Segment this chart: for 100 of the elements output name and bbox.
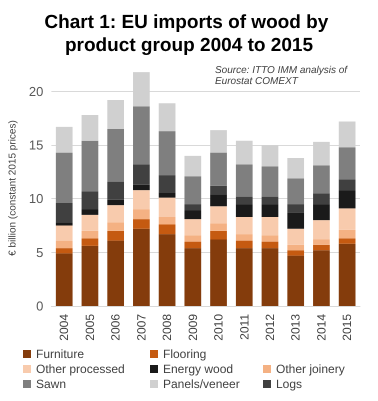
bar (287, 256, 304, 306)
legend-label: Furniture (36, 347, 84, 361)
x-tick-label: 2007 (134, 314, 148, 341)
y-axis-title: € billion (constant 2015 prices) (8, 120, 18, 256)
bar (158, 224, 176, 234)
bar (262, 242, 278, 248)
annotation: Source: ITTO IMM analysis of Eurostat COMEXT (215, 65, 350, 87)
bar (107, 240, 124, 306)
legend-label: Other processed (36, 362, 125, 376)
y-tick-label: 15 (28, 138, 44, 153)
bar (287, 228, 304, 245)
bar (184, 248, 202, 306)
bar (56, 253, 73, 306)
bar (262, 235, 278, 242)
bar (56, 203, 73, 222)
x-tick-label: 2006 (108, 314, 123, 341)
bar (133, 184, 150, 190)
bar (338, 230, 356, 238)
bar (287, 244, 304, 250)
x-tick-label: 2005 (82, 314, 97, 341)
bar (107, 100, 124, 129)
bar (338, 208, 356, 230)
bar (236, 204, 253, 217)
bar (262, 166, 278, 197)
bar (82, 238, 98, 246)
bar (236, 216, 253, 234)
bar (133, 209, 150, 220)
bar (82, 209, 98, 215)
bar (338, 238, 356, 244)
bar (82, 115, 98, 141)
bar (56, 222, 73, 226)
x-tick-label: 2013 (288, 314, 303, 341)
bar (338, 147, 356, 180)
bar (158, 175, 176, 192)
bar (107, 205, 124, 222)
bar (262, 204, 278, 217)
bar (210, 230, 227, 240)
bar (184, 210, 202, 220)
bar (313, 244, 330, 250)
legend-label: Panels/veneer (163, 377, 240, 391)
legend-label: Flooring (163, 347, 206, 361)
bar (107, 182, 124, 200)
x-tick-label: 2015 (340, 314, 354, 341)
bar (338, 190, 356, 208)
bar (262, 216, 278, 236)
bar (210, 186, 227, 194)
bar (262, 248, 278, 306)
bar (82, 246, 98, 306)
legend-label: Other joinery (276, 362, 345, 376)
bar (158, 198, 176, 217)
legend-label: Logs (276, 377, 302, 391)
bar (107, 200, 124, 206)
y-tick-label: 5 (36, 244, 44, 260)
bar (184, 156, 202, 176)
x-tick-label: 2014 (314, 314, 328, 341)
bar (133, 228, 150, 306)
x-tick-label: 2004 (57, 314, 72, 341)
bar (107, 222, 124, 231)
bar (313, 193, 330, 204)
bar (107, 230, 124, 241)
bar (210, 223, 227, 231)
bar (82, 214, 98, 231)
bar (210, 239, 227, 306)
bar (107, 129, 124, 182)
bar (158, 216, 176, 224)
bar (313, 220, 330, 240)
bar (184, 242, 202, 248)
x-tick-label: 2008 (160, 314, 174, 341)
bar (184, 176, 202, 204)
bar (338, 179, 356, 190)
x-tick-label: 2009 (186, 314, 200, 341)
bar (82, 191, 98, 210)
y-tick-label: 0 (36, 298, 44, 314)
bar (287, 178, 304, 204)
bar (184, 204, 202, 211)
bar (287, 212, 304, 229)
bar (236, 240, 253, 248)
bar (210, 206, 227, 224)
bar (236, 248, 253, 306)
y-tick-label: 20 (28, 84, 44, 99)
bar (158, 192, 176, 198)
bar (184, 219, 202, 236)
x-tick-label: 2011 (237, 314, 252, 340)
bar (313, 239, 330, 245)
bar (82, 140, 98, 192)
bar (158, 131, 176, 176)
bar (158, 234, 176, 306)
bar (56, 240, 73, 248)
legend-label: Energy wood (163, 362, 234, 376)
bar (158, 103, 176, 132)
bar (56, 152, 73, 204)
bar (313, 165, 330, 194)
x-tick-label: 2010 (212, 314, 226, 341)
bar (210, 152, 227, 186)
bar (82, 230, 98, 238)
bar (262, 196, 278, 204)
bar (287, 158, 304, 178)
x-tick-label: 2012 (262, 314, 277, 341)
bar (313, 204, 330, 220)
bar (133, 106, 150, 164)
